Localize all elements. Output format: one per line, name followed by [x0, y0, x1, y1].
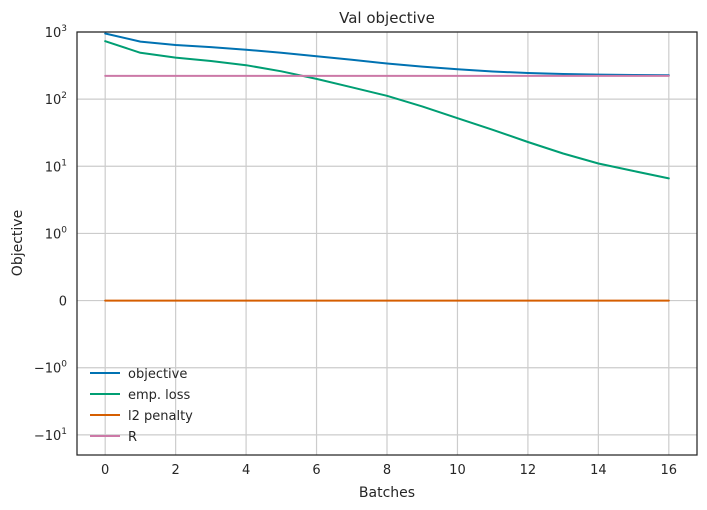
y-tick-label: −101 [34, 427, 67, 444]
series-lines [104, 32, 670, 302]
x-tick-label: 4 [242, 463, 250, 478]
legend-label: R [128, 430, 137, 445]
y-tick-label: −100 [34, 360, 67, 377]
x-tick-labels: 0 2 4 6 8 10 12 14 16 [101, 463, 677, 478]
x-tick-label: 6 [312, 463, 320, 478]
legend-label: l2 penalty [128, 409, 193, 424]
y-tick-label: 101 [45, 158, 67, 175]
x-axis-label: Batches [359, 485, 415, 501]
series-line-emp-loss [104, 40, 670, 180]
x-tick-label: 10 [449, 463, 466, 478]
chart-title: Val objective [339, 9, 435, 27]
x-tick-label: 8 [383, 463, 391, 478]
legend-label: emp. loss [128, 388, 191, 403]
legend: objective emp. loss l2 penalty R [90, 367, 193, 445]
x-tick-label: 16 [661, 463, 678, 478]
plot-frame [76, 31, 698, 456]
y-tick-label: 102 [45, 91, 67, 108]
x-tick-label: 0 [101, 463, 109, 478]
y-tick-labels: 103 102 101 100 0 −100 −101 [34, 24, 67, 444]
x-tick-label: 12 [520, 463, 537, 478]
y-axis-label: Objective [10, 210, 26, 276]
series-line-objective [104, 32, 670, 77]
y-tick-label: 103 [45, 24, 67, 41]
x-tick-label: 14 [590, 463, 607, 478]
y-tick-label: 0 [59, 295, 67, 310]
legend-label: objective [128, 367, 187, 382]
x-tick-label: 2 [171, 463, 179, 478]
y-tick-label: 100 [45, 225, 68, 242]
